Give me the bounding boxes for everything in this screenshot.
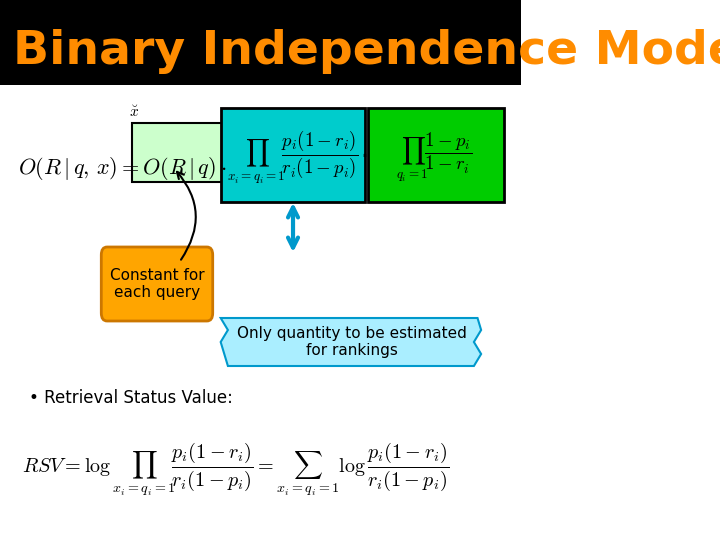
Text: Only quantity to be estimated
for rankings: Only quantity to be estimated for rankin…	[238, 326, 467, 358]
FancyBboxPatch shape	[221, 108, 365, 202]
Text: Binary Independence Model: Binary Independence Model	[13, 30, 720, 75]
Text: • Retrieval Status Value:: • Retrieval Status Value:	[29, 389, 233, 407]
Text: $O(R\,|\,q,\,x) = O(R\,|\,q)\cdot$: $O(R\,|\,q,\,x) = O(R\,|\,q)\cdot$	[18, 154, 227, 181]
Text: $\prod_{x_i=q_i=1}\!\dfrac{p_i(1-r_i)}{r_i(1-p_i)}$: $\prod_{x_i=q_i=1}\!\dfrac{p_i(1-r_i)}{r…	[228, 129, 359, 187]
Text: $RSV = \log \prod_{x_i=q_i=1}\!\dfrac{p_i(1-r_i)}{r_i(1-p_i)}$$= \sum_{x_i=q_i=1: $RSV = \log \prod_{x_i=q_i=1}\!\dfrac{p_…	[22, 441, 449, 499]
FancyArrowPatch shape	[177, 172, 196, 260]
FancyBboxPatch shape	[367, 108, 504, 202]
FancyBboxPatch shape	[102, 247, 212, 321]
FancyBboxPatch shape	[0, 0, 521, 85]
Text: $\breve{x}$: $\breve{x}$	[129, 104, 139, 120]
FancyBboxPatch shape	[132, 123, 222, 182]
Text: $\prod_{q_i=1}\!\dfrac{1-p_i}{1-r_i}$: $\prod_{q_i=1}\!\dfrac{1-p_i}{1-r_i}$	[396, 131, 472, 185]
Text: $\cdot$: $\cdot$	[359, 143, 366, 167]
Text: Constant for
each query: Constant for each query	[109, 268, 204, 300]
Polygon shape	[220, 318, 481, 366]
